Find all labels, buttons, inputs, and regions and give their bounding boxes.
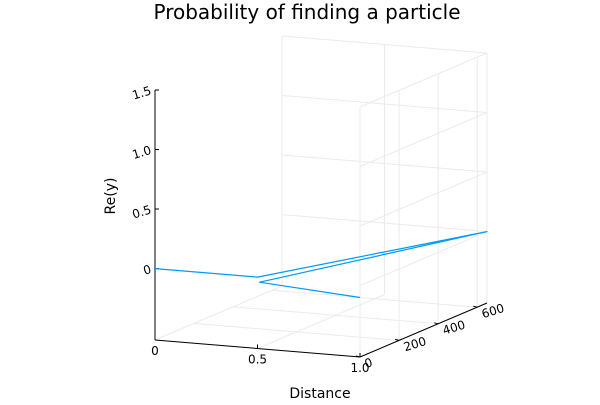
grid-line-side-z	[359, 52, 488, 108]
y-tick-label: 600	[480, 301, 506, 321]
grid-line-side-z	[359, 171, 488, 227]
axes-group	[154, 90, 488, 358]
grid-line-back-z	[281, 154, 488, 173]
series-line-0	[154, 231, 488, 299]
y-tick-mark	[355, 355, 361, 358]
series-group	[154, 231, 488, 299]
x-tick-label: 1.0	[350, 361, 369, 375]
chart-title: Probability of finding a particle	[153, 0, 460, 24]
y-tick-label: 0	[363, 355, 374, 371]
grid-group	[154, 35, 488, 358]
y-tick-label: 400	[441, 318, 467, 338]
grid-line-floor-y	[272, 289, 478, 308]
z-tick-label: 0	[141, 262, 152, 278]
x-tick-label: 0.5	[248, 353, 267, 367]
grid-line-floor-y	[194, 322, 400, 341]
grid-line-back-z	[281, 95, 488, 113]
y-tick-label: 200	[402, 334, 428, 354]
y-tick-mark	[473, 305, 478, 308]
grid-line-back-z	[281, 214, 488, 233]
x-tick-label: 0	[151, 344, 159, 358]
grid-line-floor-x	[154, 285, 283, 341]
y-axis-line	[359, 302, 488, 358]
grid-line-floor-x	[257, 294, 385, 349]
grid-line-side-z	[359, 231, 488, 287]
z-tick-label: 0.5	[131, 202, 153, 221]
y-tick-mark	[434, 322, 439, 325]
z-tick-label: 1.5	[131, 83, 153, 102]
grid-line-floor-y	[233, 306, 439, 325]
grid-line-side-z	[359, 112, 488, 167]
z-tick-label: 1.0	[131, 143, 153, 162]
x-axis-label: Distance	[289, 386, 350, 400]
z-axis-label: Re(y)	[103, 178, 119, 215]
y-tick-mark	[394, 338, 400, 341]
grid-line-back-z	[281, 35, 488, 54]
